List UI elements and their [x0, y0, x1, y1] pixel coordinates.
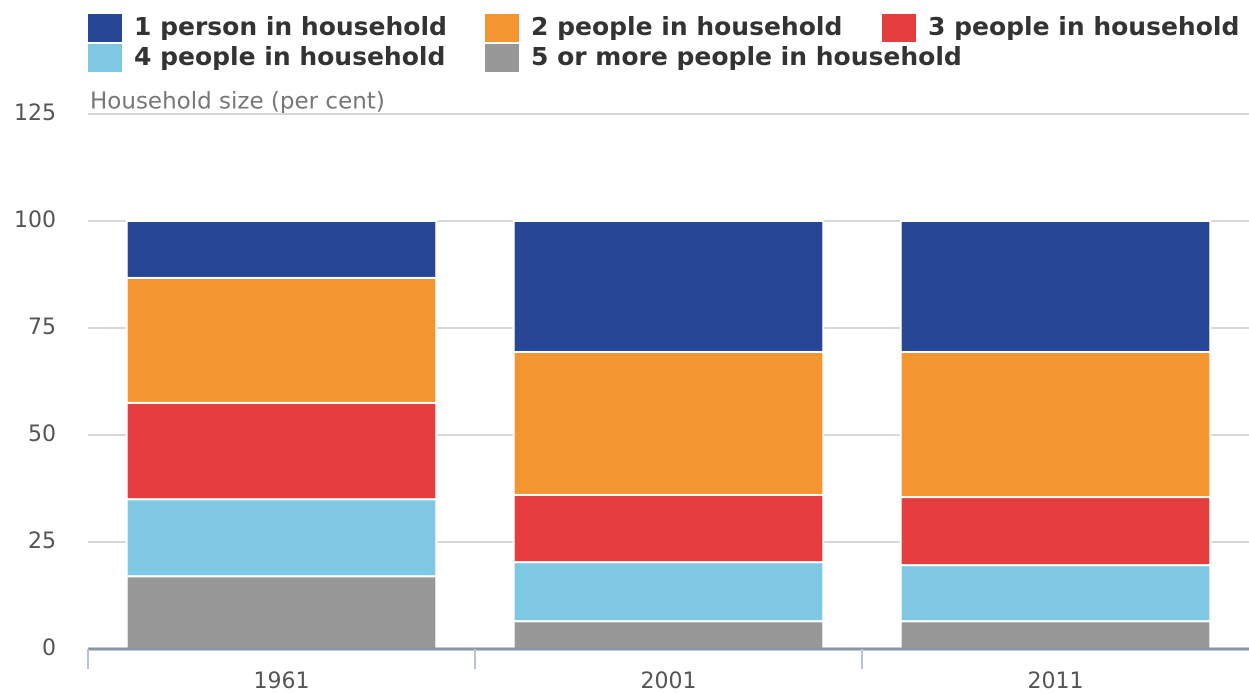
legend-label: 5 or more people in household — [531, 42, 962, 71]
y-tick-label: 50 — [28, 422, 56, 447]
y-tick-label: 125 — [14, 101, 56, 126]
bar-segment — [512, 561, 825, 623]
bar-segment — [899, 496, 1212, 567]
x-tick-label: 1961 — [254, 669, 310, 693]
bar-segment — [125, 220, 438, 279]
bar-segment — [125, 575, 438, 650]
legend-swatch — [88, 44, 122, 72]
x-tick-label: 2001 — [641, 669, 697, 693]
legend-swatch — [882, 14, 916, 42]
bar-segment — [125, 498, 438, 578]
bar-segment — [125, 276, 438, 404]
legend-swatch — [88, 14, 122, 42]
y-tick-label: 25 — [28, 529, 56, 554]
bar-segment — [899, 620, 1212, 650]
bar-segment — [125, 401, 438, 501]
legend-label: 2 people in household — [531, 12, 842, 41]
y-tick-label: 100 — [14, 208, 56, 233]
legend-label: 1 person in household — [134, 12, 447, 41]
y-axis-label: Household size (per cent) — [90, 89, 385, 115]
bar-segment — [512, 493, 825, 564]
legend-swatch — [485, 14, 519, 42]
x-tick-label: 2011 — [1028, 669, 1084, 693]
legend-label: 4 people in household — [134, 42, 445, 71]
y-tick-label: 75 — [28, 315, 56, 340]
bar-segment — [899, 220, 1212, 353]
bar-segment — [512, 350, 825, 496]
y-tick-label: 0 — [42, 636, 56, 661]
bar-segment — [899, 350, 1212, 499]
bar-segment — [899, 564, 1212, 623]
legend-label: 3 people in household — [928, 12, 1239, 41]
legend-swatch — [485, 44, 519, 72]
bar-segment — [512, 220, 825, 353]
bar-segment — [512, 620, 825, 650]
